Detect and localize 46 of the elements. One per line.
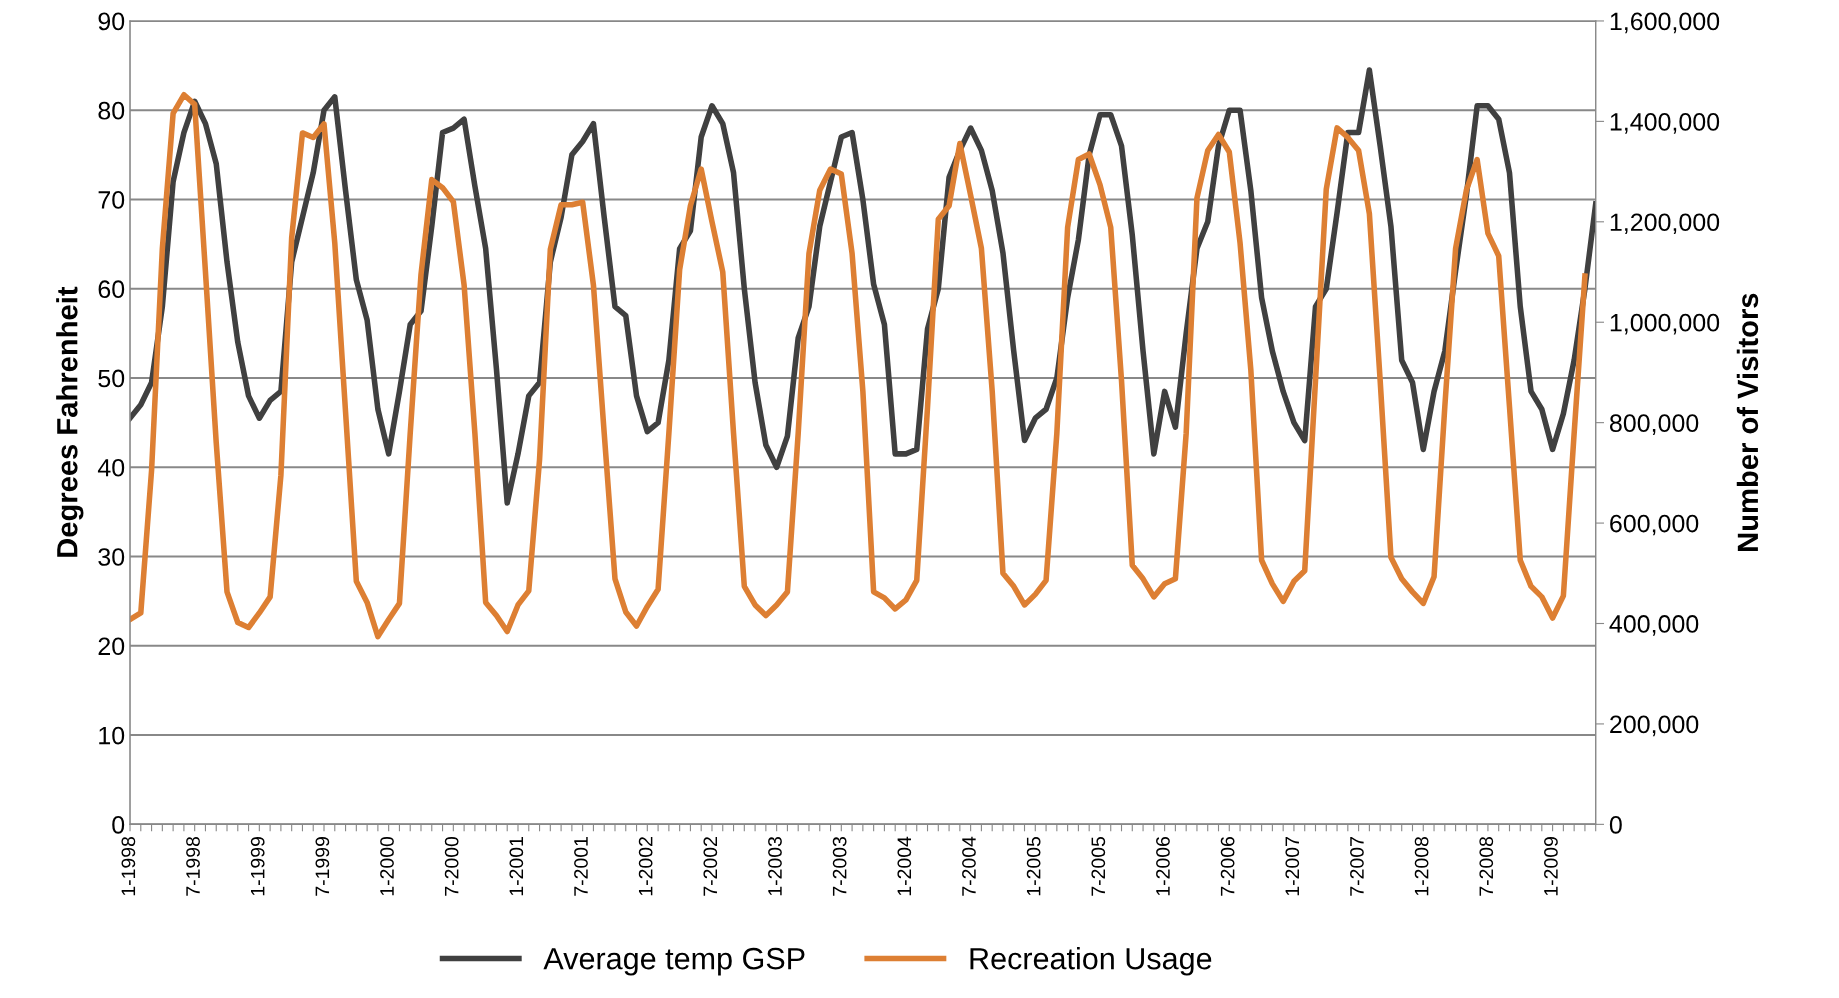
y-tick-label: 20 (98, 637, 125, 656)
x-tick-label: 7-2008 (1479, 836, 1494, 896)
legend-label: Average temp GSP (543, 947, 805, 976)
x-tick-label: 1-2006 (1156, 837, 1170, 896)
y2-tick-label: 1,200,000 (1610, 213, 1720, 235)
y-tick-label: 50 (98, 369, 125, 388)
x-tick-label: 7-2005 (1091, 836, 1106, 896)
x-tick-label: 1-2004 (897, 836, 912, 896)
y-tick-label: 0 (112, 815, 125, 834)
x-tick-label: 7-1998 (186, 836, 200, 896)
y2-tick-label: 600,000 (1610, 514, 1699, 536)
x-tick-label: 7-2001 (574, 837, 588, 896)
x-tick-label: 1-2007 (1285, 837, 1300, 896)
x-tick-label: 7-2004 (962, 836, 976, 896)
x-tick-label: 1-2001 (509, 837, 524, 896)
y2-axis-title: Number of Visitors (1736, 293, 1759, 551)
y2-tick-label: 1,400,000 (1610, 112, 1720, 134)
y-tick-label: 80 (98, 101, 125, 120)
x-tick-label: 7-2007 (1350, 837, 1364, 896)
x-tick-label: 1-2008 (1414, 836, 1429, 896)
y-tick-label: 60 (98, 280, 125, 299)
x-tick-label: 1-1999 (250, 837, 265, 896)
y2-tick-label: 800,000 (1609, 414, 1699, 435)
x-tick-label: 7-2002 (703, 837, 718, 896)
x-tick-label: 7-2000 (444, 836, 459, 896)
y-tick-label: 30 (98, 548, 125, 566)
y2-tick-label: 400,000 (1609, 615, 1699, 636)
y-tick-label: 40 (97, 458, 125, 477)
y-tick-label: 70 (98, 191, 125, 209)
x-tick-label: 1-2009 (1544, 837, 1558, 896)
x-tick-label: 7-1999 (315, 837, 330, 896)
y2-tick-label: 0 (1609, 815, 1622, 834)
x-tick-label: 1-2003 (768, 837, 782, 896)
y2-tick-label: 200,000 (1610, 715, 1699, 737)
y-tick-label: 90 (98, 12, 125, 31)
x-tick-label: 1-2002 (638, 837, 653, 896)
legend-label: Recreation Usage (970, 947, 1212, 976)
y-tick-label: 10 (99, 726, 125, 745)
x-tick-label: 1-1998 (121, 836, 136, 896)
y2-tick-label: 1,600,000 (1610, 12, 1720, 34)
y2-tick-label: 1,000,000 (1610, 313, 1720, 335)
y-axis-title: Degrees Fahrenheit (56, 286, 84, 557)
x-tick-label: 1-2005 (1026, 836, 1041, 896)
x-tick-label: 7-2006 (1220, 837, 1235, 896)
x-tick-label: 7-2003 (832, 837, 847, 896)
x-tick-label: 1-2000 (380, 836, 394, 896)
